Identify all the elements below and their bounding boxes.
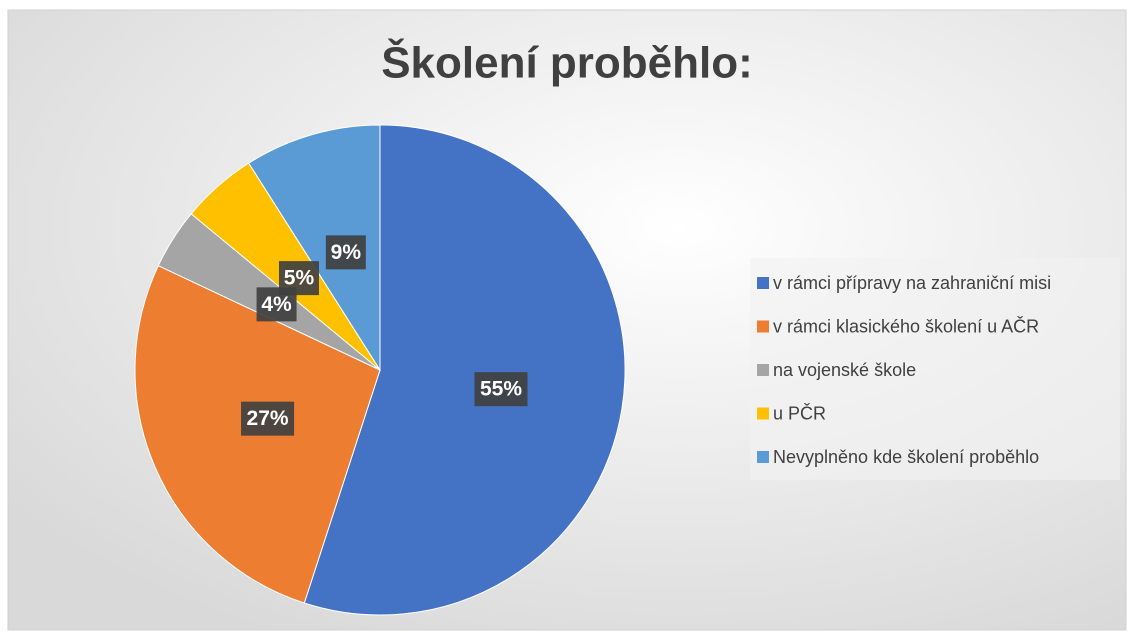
pie-slice <box>303 124 626 616</box>
data-label-box <box>325 235 366 270</box>
legend-swatch <box>757 364 769 376</box>
legend-label: na vojenské škole <box>773 360 916 380</box>
legend-swatch <box>757 407 769 420</box>
data-label: 9% <box>331 241 362 264</box>
legend-background <box>750 258 1120 480</box>
chart-title: Školení proběhlo: <box>381 37 753 88</box>
legend-swatch <box>757 451 769 463</box>
legend-swatch <box>757 277 769 289</box>
data-label: 5% <box>284 267 315 290</box>
data-label-box <box>278 261 319 296</box>
data-label-box <box>241 401 295 436</box>
data-label: 55% <box>480 378 522 401</box>
legend-swatch <box>757 320 769 333</box>
legend-label: Nevyplněno kde školení proběhlo <box>773 447 1039 467</box>
legend-label: v rámci přípravy na zahraniční misi <box>773 273 1051 293</box>
legend-label: v rámci klasického školení u AČR <box>773 315 1039 336</box>
pie-slice <box>248 124 381 372</box>
data-label: 27% <box>247 407 289 430</box>
legend-label: u PČR <box>773 402 826 423</box>
data-label: 4% <box>261 293 292 316</box>
data-label-box <box>474 372 528 407</box>
